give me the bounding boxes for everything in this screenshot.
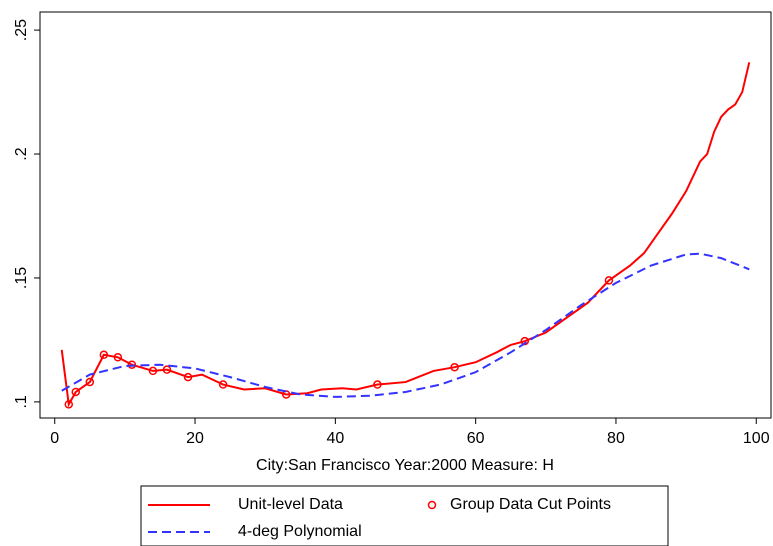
x-tick-label: 20: [186, 430, 204, 447]
cut-point: [450, 362, 459, 372]
y-tick-label: .15: [13, 267, 30, 289]
legend-label: 4-deg Polynomial: [238, 523, 362, 540]
polynomial-line: [61, 252, 750, 398]
cut-point: [604, 276, 614, 285]
y-tick-label: .2: [13, 147, 30, 160]
cut-point: [162, 365, 172, 374]
y-tick-label: .1: [13, 395, 30, 408]
x-axis-label: City:San Francisco Year:2000 Measure: H: [256, 457, 554, 474]
cut-point: [127, 360, 137, 369]
legend-symbol: [427, 500, 437, 510]
cut-point: [183, 372, 193, 382]
plot-frame: [39, 11, 772, 419]
x-tick-label: 100: [743, 430, 770, 447]
cut-point: [71, 387, 81, 397]
x-tick-label: 60: [467, 430, 485, 447]
cut-point: [218, 380, 228, 389]
x-tick-label: 40: [326, 430, 344, 447]
legend-label: Group Data Cut Points: [450, 496, 611, 513]
y-tick-label: .25: [13, 19, 30, 41]
cut-point: [148, 366, 158, 376]
legend-label: Unit-level Data: [238, 496, 343, 513]
cut-point: [373, 380, 382, 389]
cut-point: [99, 350, 109, 360]
data-line: [60, 62, 751, 408]
cut-point: [85, 377, 95, 387]
legend-box: [140, 485, 669, 546]
cut-point: [64, 400, 74, 409]
x-tick-label: 0: [50, 430, 59, 447]
cut-point: [113, 353, 123, 362]
cut-point: [520, 336, 530, 346]
x-tick-label: 80: [607, 430, 625, 447]
